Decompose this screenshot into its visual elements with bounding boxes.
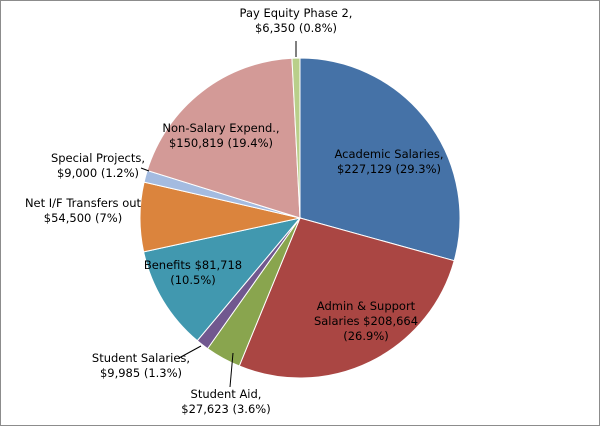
data-label-line: $227,129 (29.3%) xyxy=(337,162,441,176)
data-label: Non-Salary Expend., $150,819 (19.4%) xyxy=(162,121,279,150)
data-label-line: Admin & Support xyxy=(317,299,416,313)
data-label-line: Special Projects, xyxy=(51,151,145,165)
data-labels: Academic Salaries, $227,129 (29.3%) Admin … xyxy=(25,6,444,416)
pie-slices xyxy=(139,57,461,379)
data-label-line: $150,819 (19.4%) xyxy=(169,136,273,150)
data-label: Benefits $81,718 (10.5%) xyxy=(144,258,242,287)
data-label-line: $9,985 (1.3%) xyxy=(100,366,182,380)
leader-line xyxy=(178,345,202,359)
data-label: Admin & Support Salaries $208,664 (26.9%) xyxy=(314,299,418,343)
data-label-line: Salaries $208,664 xyxy=(314,314,418,328)
data-label: Special Projects, $9,000 (1.2%) xyxy=(51,151,145,180)
pie-slice-non-salary-expend xyxy=(146,57,301,219)
data-label: Academic Salaries, $227,129 (29.3%) xyxy=(334,147,443,176)
data-label-line: Academic Salaries, xyxy=(334,147,443,161)
pie-slice-academic-salaries xyxy=(299,57,461,262)
leader-line xyxy=(140,167,150,172)
data-label-line: Benefits $81,718 xyxy=(144,258,242,272)
data-label-line: (10.5%) xyxy=(170,273,216,287)
leader-line xyxy=(229,352,234,388)
data-label: Net I/F Transfers out $54,500 (7%) xyxy=(25,196,142,225)
data-label-line: Non-Salary Expend., xyxy=(162,121,279,135)
pie-slice-pay-equity-phase-2 xyxy=(291,57,301,219)
data-label: Student Aid, $27,623 (3.6%) xyxy=(181,387,270,416)
data-label: Student Salaries, $9,985 (1.3%) xyxy=(92,351,190,380)
data-label: Pay Equity Phase 2, $6,350 (0.8%) xyxy=(240,6,353,35)
data-label-line: Net I/F Transfers out xyxy=(25,196,142,210)
data-label-line: Student Aid, xyxy=(191,387,262,401)
data-label-line: $27,623 (3.6%) xyxy=(181,402,270,416)
data-label-line: $6,350 (0.8%) xyxy=(255,21,337,35)
data-label-line: Pay Equity Phase 2, xyxy=(240,6,353,20)
data-label-line: Student Salaries, xyxy=(92,351,190,365)
pie-slice-benefits xyxy=(143,217,302,342)
data-label-line: (26.9%) xyxy=(343,329,389,343)
data-label-line: $9,000 (1.2%) xyxy=(57,166,139,180)
pie-slice-admin-support-salaries xyxy=(238,217,455,379)
data-label-line: $54,500 (7%) xyxy=(44,211,122,225)
leader-lines xyxy=(140,41,297,388)
